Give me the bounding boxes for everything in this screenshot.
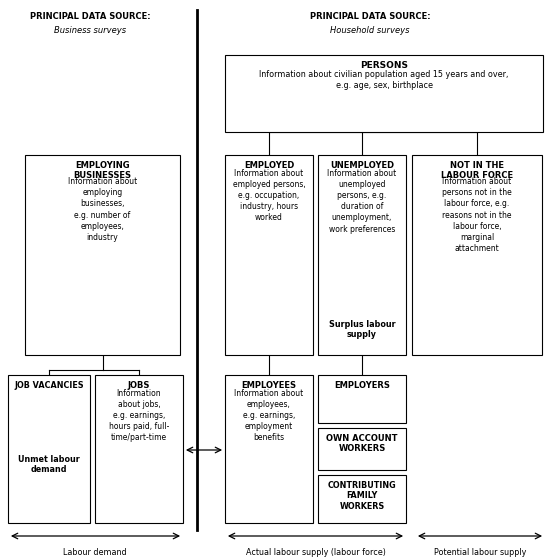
Bar xyxy=(412,155,542,355)
Bar xyxy=(225,155,313,355)
Text: Information about civilian population aged 15 years and over,
e.g. age, sex, bir: Information about civilian population ag… xyxy=(259,70,508,90)
Text: Business surveys: Business surveys xyxy=(54,26,126,35)
Text: Information about
employees,
e.g. earnings,
employment
benefits: Information about employees, e.g. earnin… xyxy=(235,389,304,442)
Text: Household surveys: Household surveys xyxy=(330,26,410,35)
Bar xyxy=(318,375,406,423)
Bar xyxy=(318,155,406,355)
Text: NOT IN THE
LABOUR FORCE: NOT IN THE LABOUR FORCE xyxy=(441,161,513,180)
Text: PRINCIPAL DATA SOURCE:: PRINCIPAL DATA SOURCE: xyxy=(310,12,430,21)
Text: Potential labour supply: Potential labour supply xyxy=(434,548,526,557)
Bar xyxy=(95,375,183,523)
Text: Unmet labour
demand: Unmet labour demand xyxy=(18,455,80,474)
Text: JOB VACANCIES: JOB VACANCIES xyxy=(14,381,84,390)
Bar xyxy=(225,375,313,523)
Text: Actual labour supply (labour force): Actual labour supply (labour force) xyxy=(246,548,386,557)
Bar xyxy=(8,375,90,523)
Text: UNEMPLOYED: UNEMPLOYED xyxy=(330,161,394,170)
Text: PERSONS: PERSONS xyxy=(360,61,408,70)
Text: Surplus labour
supply: Surplus labour supply xyxy=(329,320,395,339)
Bar xyxy=(318,428,406,470)
Bar xyxy=(318,475,406,523)
Text: PRINCIPAL DATA SOURCE:: PRINCIPAL DATA SOURCE: xyxy=(30,12,150,21)
Bar xyxy=(225,55,543,132)
Text: Information about
persons not in the
labour force, e.g.
reasons not in the
labou: Information about persons not in the lab… xyxy=(442,177,512,253)
Text: EMPLOYERS: EMPLOYERS xyxy=(334,381,390,390)
Text: CONTRIBUTING
FAMILY
WORKERS: CONTRIBUTING FAMILY WORKERS xyxy=(328,481,396,511)
Text: Information
about jobs,
e.g. earnings,
hours paid, full-
time/part-time: Information about jobs, e.g. earnings, h… xyxy=(109,389,169,442)
Text: OWN ACCOUNT
WORKERS: OWN ACCOUNT WORKERS xyxy=(326,434,398,454)
Text: Information about
employing
businesses,
e.g. number of
employees,
industry: Information about employing businesses, … xyxy=(68,177,137,242)
Text: Information about
employed persons,
e.g. occupation,
industry, hours
worked: Information about employed persons, e.g.… xyxy=(232,169,305,223)
Text: Labour demand: Labour demand xyxy=(63,548,127,557)
Text: EMPLOYED: EMPLOYED xyxy=(244,161,294,170)
Text: EMPLOYEES: EMPLOYEES xyxy=(241,381,296,390)
Text: JOBS: JOBS xyxy=(128,381,150,390)
Bar xyxy=(25,155,180,355)
Text: Information about
unemployed
persons, e.g.
duration of
unemployment,
work prefer: Information about unemployed persons, e.… xyxy=(328,169,396,234)
Text: EMPLOYING
BUSINESSES: EMPLOYING BUSINESSES xyxy=(73,161,132,180)
